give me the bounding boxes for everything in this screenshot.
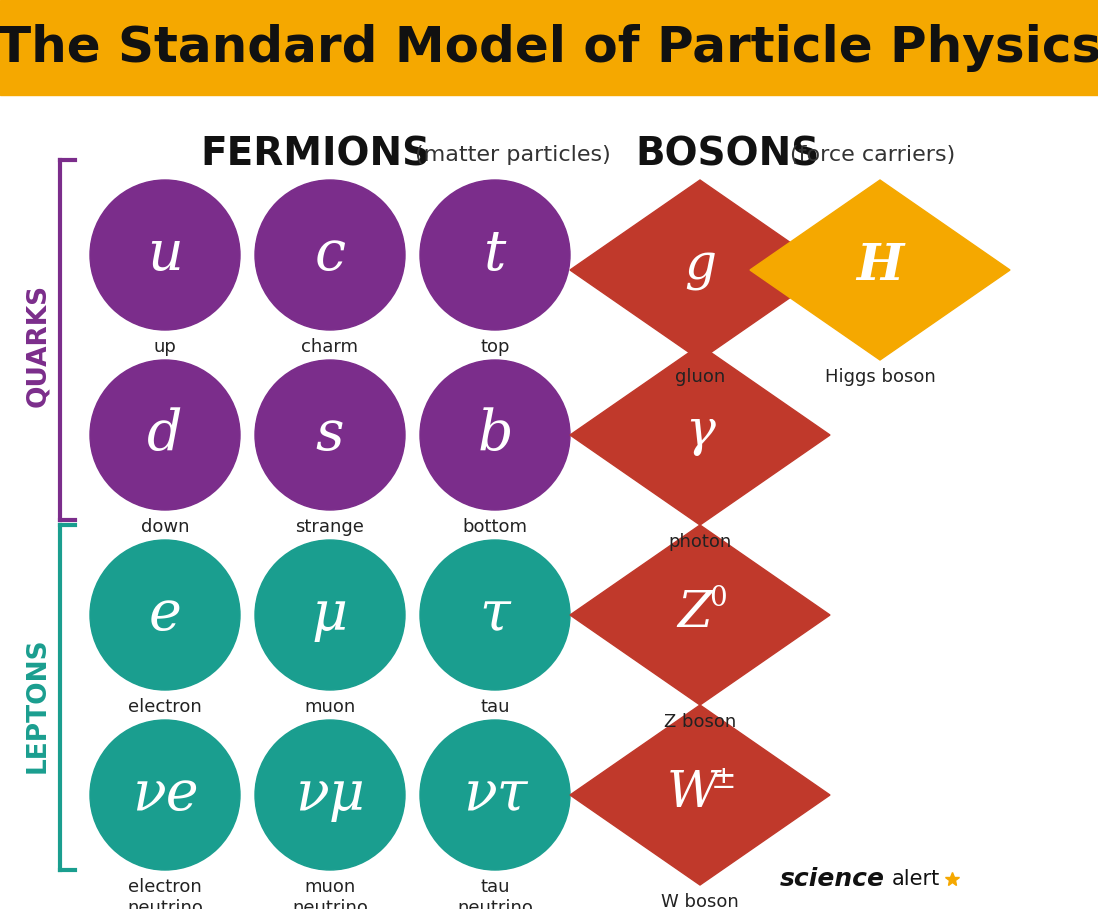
Text: tau
neutrino: tau neutrino <box>457 878 533 909</box>
Text: science: science <box>780 867 885 891</box>
Text: charm: charm <box>302 338 359 356</box>
Text: electron
neutrino: electron neutrino <box>127 878 203 909</box>
Text: 0: 0 <box>709 585 727 613</box>
Bar <box>0 0 1098 95</box>
Text: electron: electron <box>128 698 202 716</box>
Text: u: u <box>147 227 183 283</box>
Text: photon: photon <box>669 533 731 551</box>
Text: d: d <box>147 407 182 463</box>
Polygon shape <box>570 180 830 360</box>
Text: LEPTONS: LEPTONS <box>25 637 51 773</box>
Text: bottom: bottom <box>462 518 527 536</box>
Text: gluon: gluon <box>675 368 725 386</box>
Text: QUARKS: QUARKS <box>25 284 51 406</box>
Text: H: H <box>856 242 904 291</box>
Text: FERMIONS: FERMIONS <box>200 136 430 174</box>
Circle shape <box>255 360 405 510</box>
Polygon shape <box>570 705 830 885</box>
Circle shape <box>421 540 570 690</box>
Polygon shape <box>570 345 830 525</box>
Text: b: b <box>478 407 513 463</box>
Text: ±: ± <box>712 764 737 794</box>
Circle shape <box>421 180 570 330</box>
Text: down: down <box>141 518 189 536</box>
Text: Higgs boson: Higgs boson <box>825 368 935 386</box>
Text: tau: tau <box>480 698 509 716</box>
Text: s: s <box>316 407 345 463</box>
Text: The Standard Model of Particle Physics: The Standard Model of Particle Physics <box>0 24 1098 72</box>
Circle shape <box>255 180 405 330</box>
Text: ντ: ντ <box>462 767 527 823</box>
Text: BOSONS: BOSONS <box>635 136 819 174</box>
Circle shape <box>255 720 405 870</box>
Text: alert: alert <box>892 869 940 889</box>
Text: τ: τ <box>480 587 511 643</box>
Circle shape <box>90 360 240 510</box>
Text: γ: γ <box>685 406 715 455</box>
Text: c: c <box>314 227 346 283</box>
Circle shape <box>421 720 570 870</box>
Polygon shape <box>570 525 830 705</box>
Text: Z: Z <box>677 588 713 638</box>
Circle shape <box>90 180 240 330</box>
Text: (force carriers): (force carriers) <box>789 145 955 165</box>
Text: up: up <box>154 338 177 356</box>
Circle shape <box>421 360 570 510</box>
Text: strange: strange <box>295 518 365 536</box>
Circle shape <box>255 540 405 690</box>
Text: W: W <box>666 768 718 818</box>
Circle shape <box>90 720 240 870</box>
Text: W boson: W boson <box>661 893 739 909</box>
Text: νμ: νμ <box>295 767 365 823</box>
Text: muon
neutrino: muon neutrino <box>292 878 368 909</box>
Text: (matter particles): (matter particles) <box>415 145 610 165</box>
Circle shape <box>90 540 240 690</box>
Polygon shape <box>750 180 1010 360</box>
Text: t: t <box>484 227 506 283</box>
Text: νe: νe <box>132 767 199 823</box>
Text: Z boson: Z boson <box>664 713 736 731</box>
Text: muon: muon <box>304 698 356 716</box>
Text: g: g <box>684 241 716 291</box>
Text: e: e <box>148 587 181 643</box>
Text: top: top <box>480 338 509 356</box>
Text: μ: μ <box>312 587 348 643</box>
